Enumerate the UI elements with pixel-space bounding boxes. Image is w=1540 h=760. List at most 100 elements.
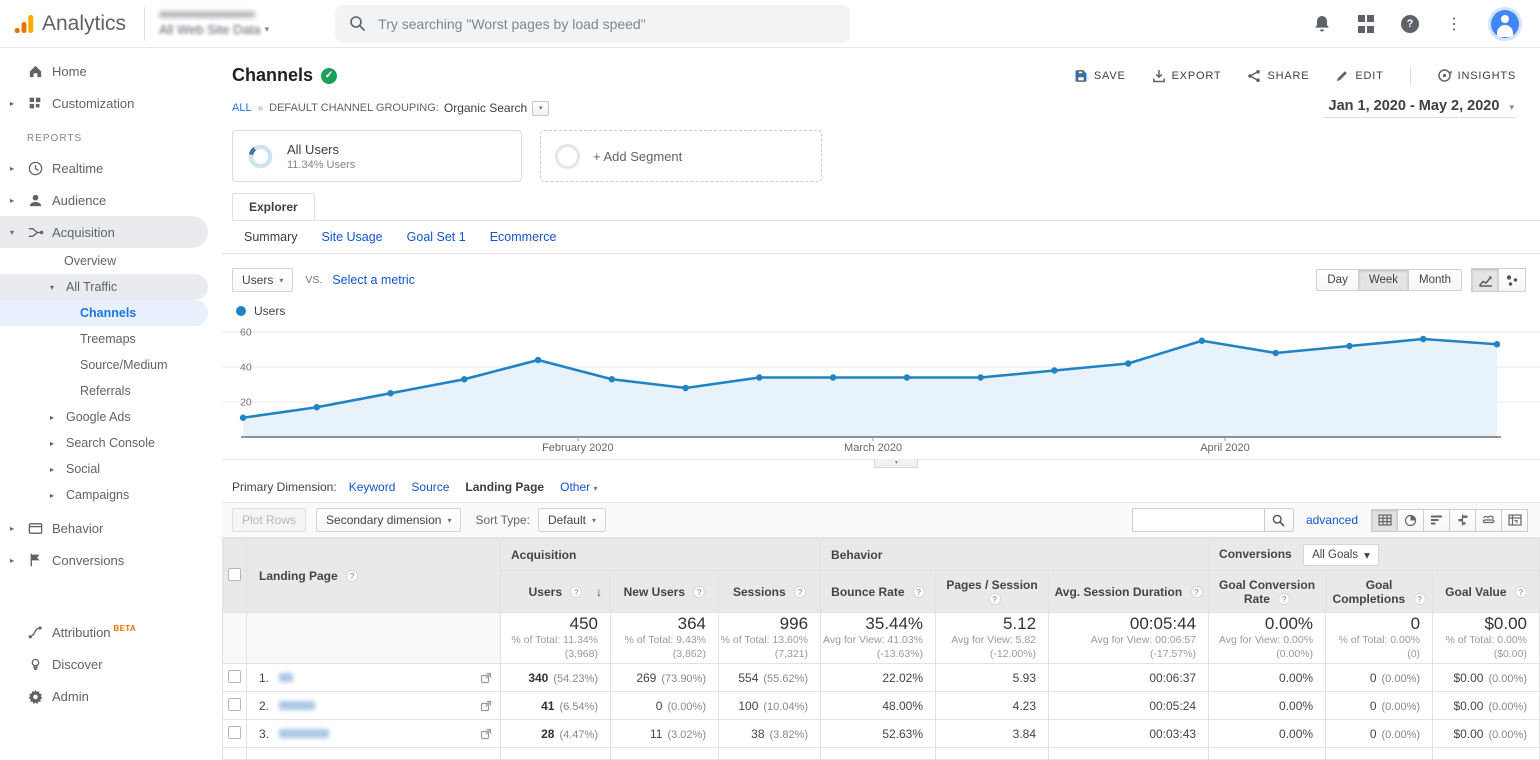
table-search-input[interactable] — [1132, 508, 1264, 532]
account-switcher[interactable]: All Web Site Data ▾ — [144, 7, 269, 41]
help-tooltip-icon[interactable]: ? — [1278, 593, 1290, 605]
subtab-summary[interactable]: Summary — [244, 230, 297, 244]
subtab-ecommerce[interactable]: Ecommerce — [490, 230, 557, 244]
sidebar-item-customization[interactable]: ▸ Customization — [0, 87, 222, 119]
notifications-bell-icon[interactable] — [1312, 14, 1332, 34]
metric-selector[interactable]: Users ▾ — [232, 268, 293, 292]
help-tooltip-icon[interactable]: ? — [989, 593, 1001, 605]
more-vertical-icon[interactable]: ⋮ — [1444, 14, 1464, 34]
granularity-month-button[interactable]: Month — [1408, 269, 1462, 291]
column-header-bounce-rate[interactable]: Bounce Rate ? — [821, 571, 936, 613]
select-a-metric-link[interactable]: Select a metric — [332, 273, 415, 287]
breadcrumb-all-link[interactable]: ALL — [232, 102, 252, 114]
tab-explorer[interactable]: Explorer — [232, 193, 315, 220]
column-header-goal-completions[interactable]: Goal Completions ? — [1326, 571, 1433, 613]
sidebar-item-behavior[interactable]: ▸ Behavior — [0, 512, 222, 544]
sidebar-item-source-medium[interactable]: Source/Medium — [0, 352, 222, 378]
sidebar-item-channels[interactable]: Channels — [0, 300, 208, 326]
help-tooltip-icon[interactable]: ? — [1191, 586, 1203, 598]
sidebar-item-treemaps[interactable]: Treemaps — [0, 326, 222, 352]
sidebar-item-conversions[interactable]: ▸ Conversions — [0, 544, 222, 576]
sidebar-item-acquisition[interactable]: ▾ Acquisition — [0, 216, 208, 248]
sidebar-item-referrals[interactable]: Referrals — [0, 378, 222, 404]
granularity-week-button[interactable]: Week — [1358, 269, 1409, 291]
sidebar-item-overview[interactable]: Overview — [0, 248, 222, 274]
secondary-dimension-button[interactable]: Secondary dimension ▾ — [316, 508, 461, 532]
dimension-landing-page-link[interactable]: Landing Page — [465, 480, 544, 494]
open-page-external-icon[interactable] — [480, 672, 492, 684]
column-header-avg-session-duration[interactable]: Avg. Session Duration ? — [1049, 571, 1209, 613]
open-page-external-icon[interactable] — [480, 728, 492, 740]
help-tooltip-icon[interactable]: ? — [570, 586, 582, 598]
sidebar-item-home[interactable]: Home — [0, 55, 222, 87]
line-chart-view-button[interactable] — [1471, 268, 1499, 292]
data-table-view-icon[interactable] — [1371, 509, 1398, 532]
sidebar-item-realtime[interactable]: ▸ Realtime — [0, 152, 222, 184]
subtab-goal-set-1[interactable]: Goal Set 1 — [407, 230, 466, 244]
table-search-button[interactable] — [1264, 508, 1294, 532]
help-tooltip-icon[interactable]: ? — [346, 570, 358, 582]
chart-collapse-handle[interactable]: ▾ — [874, 459, 918, 468]
sidebar-item-all-traffic[interactable]: ▾ All Traffic — [0, 274, 208, 300]
comparison-view-icon[interactable] — [1449, 509, 1476, 532]
select-all-checkbox[interactable] — [228, 568, 241, 581]
search-input[interactable] — [378, 16, 818, 32]
help-tooltip-icon[interactable]: ? — [1515, 586, 1527, 598]
edit-button[interactable]: EDIT — [1335, 69, 1383, 83]
add-segment-button[interactable]: + Add Segment — [540, 130, 822, 182]
column-header-users[interactable]: Users ? ↓ — [501, 571, 611, 613]
date-range-picker[interactable]: Jan 1, 2020 - May 2, 2020 ▾ — [1323, 98, 1516, 118]
help-tooltip-icon[interactable]: ? — [913, 586, 925, 598]
column-header-sessions[interactable]: Sessions ? — [719, 571, 821, 613]
segment-all-users[interactable]: All Users 11.34% Users — [232, 130, 522, 182]
open-page-external-icon[interactable] — [480, 700, 492, 712]
subtab-site-usage[interactable]: Site Usage — [321, 230, 382, 244]
column-header-landing-page[interactable]: Landing Page ? — [247, 539, 501, 613]
row-checkbox[interactable] — [228, 726, 241, 739]
dimension-keyword-link[interactable]: Keyword — [349, 480, 396, 494]
global-search[interactable] — [335, 5, 850, 43]
analytics-logo[interactable]: Analytics — [0, 12, 130, 36]
sort-type-button[interactable]: Default ▾ — [538, 508, 606, 532]
help-tooltip-icon[interactable]: ? — [794, 586, 806, 598]
google-apps-grid-icon[interactable] — [1356, 14, 1376, 34]
row-checkbox[interactable] — [228, 698, 241, 711]
sidebar-item-audience[interactable]: ▸ Audience — [0, 184, 222, 216]
landing-page-link-blurred[interactable] — [279, 673, 293, 682]
column-header-new-users[interactable]: New Users ? — [611, 571, 719, 613]
help-tooltip-icon[interactable]: ? — [1414, 593, 1426, 605]
sidebar-item-attribution[interactable]: Attribution BETA — [0, 616, 222, 648]
column-header-goal-conversion-rate[interactable]: Goal Conversion Rate ? — [1209, 571, 1326, 613]
save-button[interactable]: SAVE — [1074, 69, 1126, 83]
plot-rows-button[interactable]: Plot Rows — [232, 508, 306, 532]
insights-button[interactable]: INSIGHTS — [1437, 68, 1516, 83]
channel-dropdown-button[interactable]: ▾ — [532, 101, 549, 116]
help-icon[interactable]: ? — [1400, 14, 1420, 34]
share-button[interactable]: SHARE — [1247, 69, 1309, 83]
column-header-pages-session[interactable]: Pages / Session ? — [936, 571, 1049, 613]
advanced-filter-link[interactable]: advanced — [1306, 513, 1358, 527]
account-avatar[interactable] — [1488, 7, 1522, 41]
sidebar-item-social[interactable]: ▸ Social — [0, 456, 222, 482]
landing-page-link-blurred[interactable] — [279, 729, 329, 738]
term-cloud-view-icon[interactable] — [1475, 509, 1502, 532]
column-header-goal-value[interactable]: Goal Value ? — [1433, 571, 1540, 613]
performance-bars-view-icon[interactable] — [1423, 509, 1450, 532]
sidebar-item-discover[interactable]: Discover — [0, 648, 222, 680]
sidebar-item-search-console[interactable]: ▸ Search Console — [0, 430, 222, 456]
help-tooltip-icon[interactable]: ? — [693, 586, 705, 598]
goal-selector-button[interactable]: All Goals ▾ — [1303, 544, 1379, 566]
sidebar-item-google-ads[interactable]: ▸ Google Ads — [0, 404, 222, 430]
motion-chart-view-button[interactable] — [1498, 268, 1526, 292]
sidebar-item-admin[interactable]: Admin — [0, 680, 222, 712]
dimension-other-dropdown[interactable]: Other ▾ — [560, 480, 597, 494]
percentage-pie-view-icon[interactable] — [1397, 509, 1424, 532]
row-checkbox[interactable] — [228, 670, 241, 683]
granularity-day-button[interactable]: Day — [1316, 269, 1358, 291]
export-button[interactable]: EXPORT — [1152, 69, 1222, 83]
pivot-view-icon[interactable] — [1501, 509, 1528, 532]
dimension-source-link[interactable]: Source — [411, 480, 449, 494]
sidebar-item-campaigns[interactable]: ▸ Campaigns — [0, 482, 222, 508]
landing-page-link-blurred[interactable] — [279, 701, 315, 710]
